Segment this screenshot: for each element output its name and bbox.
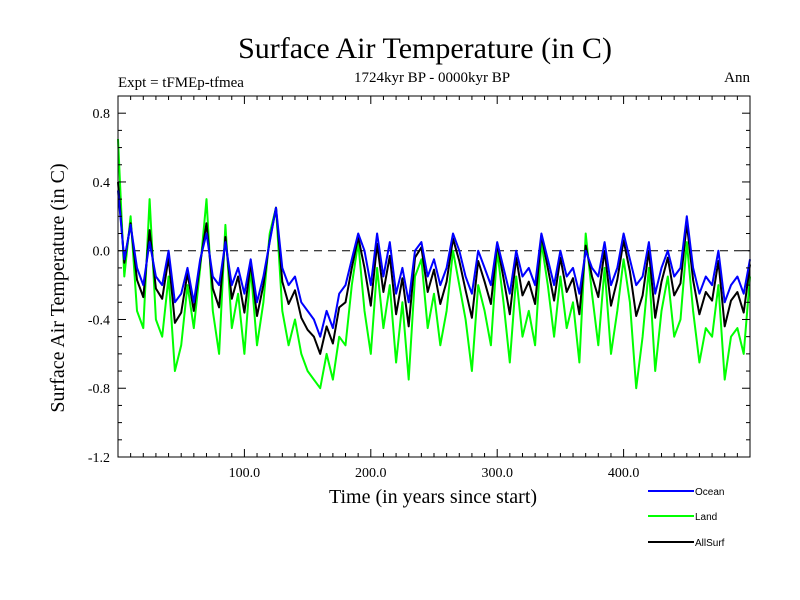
axes: 100.0 200.0 300.0 400.0 -1.2 -0.8 -0.4 0.0 0.4 0.… — [88, 95, 751, 481]
legend-label-land: Land — [695, 512, 717, 523]
x-tick-label: 400.0 — [608, 466, 640, 481]
y-tick-label: -0.8 — [88, 382, 110, 397]
chart-title: Surface Air Temperature (in C) — [238, 32, 612, 65]
legend-label-ocean: Ocean — [695, 487, 724, 498]
plot-area — [117, 138, 751, 390]
x-tick-label: 100.0 — [229, 466, 261, 481]
y-tick-label: 0.4 — [93, 176, 111, 191]
series-line-allsurf — [117, 181, 751, 355]
y-tick-label: -0.4 — [88, 313, 110, 328]
series-line-ocean — [117, 190, 751, 338]
x-tick-label: 300.0 — [481, 466, 513, 481]
y-axis-label: Surface Air Temperature (in C) — [47, 163, 69, 412]
y-tick-label: -1.2 — [88, 451, 110, 466]
legend: Ocean Land AllSurf — [648, 487, 725, 549]
y-tick-label: 0.0 — [93, 245, 111, 260]
x-axis-label: Time (in years since start) — [329, 486, 537, 508]
season-label: Ann — [724, 70, 750, 86]
experiment-label: Expt = tFMEp-tfmea — [118, 75, 244, 91]
legend-label-allsurf: AllSurf — [695, 538, 725, 549]
series-line-land — [117, 138, 751, 390]
x-tick-label: 200.0 — [355, 466, 387, 481]
y-tick-label: 0.8 — [93, 107, 111, 122]
chart-subtitle: 1724kyr BP - 0000kyr BP — [354, 70, 510, 86]
